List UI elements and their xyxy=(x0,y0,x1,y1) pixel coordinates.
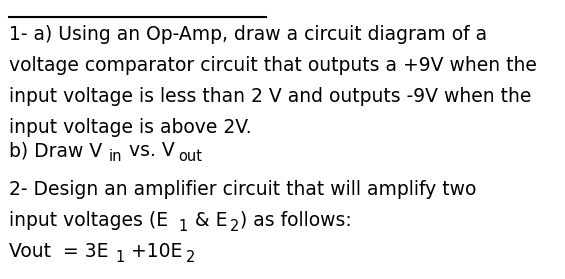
Text: 1: 1 xyxy=(179,219,188,234)
Text: vs. V: vs. V xyxy=(123,141,175,160)
Text: +10E: +10E xyxy=(125,242,182,261)
Text: 2: 2 xyxy=(186,250,195,265)
Text: 1: 1 xyxy=(115,250,124,265)
Text: in: in xyxy=(108,149,122,164)
Text: out: out xyxy=(178,149,202,164)
Text: Vout  = 3E: Vout = 3E xyxy=(10,242,109,261)
Text: & E: & E xyxy=(189,211,227,230)
Text: voltage comparator circuit that outputs a +9V when the: voltage comparator circuit that outputs … xyxy=(10,56,537,75)
Text: 2- Design an amplifier circuit that will amplify two: 2- Design an amplifier circuit that will… xyxy=(10,180,477,199)
Text: b) Draw V: b) Draw V xyxy=(10,141,103,160)
Text: input voltage is above 2V.: input voltage is above 2V. xyxy=(10,117,252,136)
Text: 1- a) Using an Op-Amp, draw a circuit diagram of a: 1- a) Using an Op-Amp, draw a circuit di… xyxy=(10,25,488,44)
Text: input voltages (E: input voltages (E xyxy=(10,211,168,230)
Text: ) as follows:: ) as follows: xyxy=(240,211,351,230)
Text: 2: 2 xyxy=(229,219,239,234)
Text: input voltage is less than 2 V and outputs -9V when the: input voltage is less than 2 V and outpu… xyxy=(10,87,532,106)
